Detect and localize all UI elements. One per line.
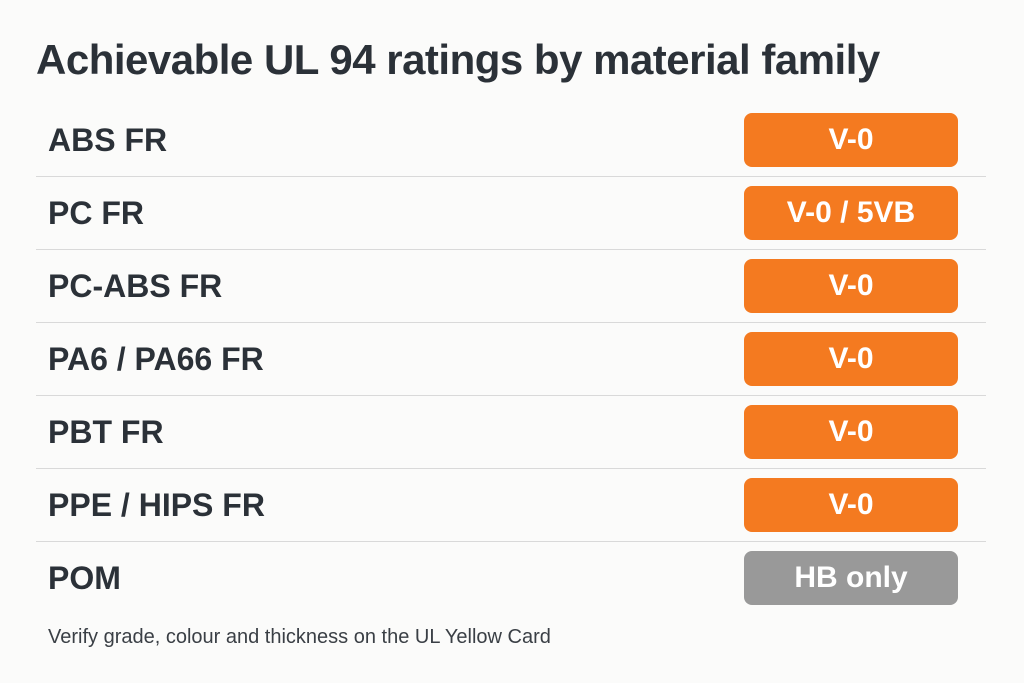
- title: Achievable UL 94 ratings by material fam…: [36, 36, 880, 83]
- rating-badge: V-0: [744, 332, 958, 386]
- rating-row: ABS FR V-0: [36, 104, 986, 177]
- rating-badge: HB only: [744, 551, 958, 605]
- footnote: Verify grade, colour and thickness on th…: [48, 626, 551, 648]
- rating-badge: V-0: [744, 478, 958, 532]
- rating-row: PC-ABS FR V-0: [36, 250, 986, 323]
- rating-row: PC FR V-0 / 5VB: [36, 177, 986, 250]
- rating-row: POM HB only: [36, 542, 986, 614]
- material-name: ABS FR: [48, 121, 168, 158]
- rating-row: PA6 / PA66 FR V-0: [36, 323, 986, 396]
- rating-badge: V-0: [744, 113, 958, 167]
- rating-badge: V-0: [744, 405, 958, 459]
- material-name: PC-ABS FR: [48, 267, 223, 304]
- rating-list: ABS FR V-0 PC FR V-0 / 5VB PC-ABS FR V-0 PA6 /…: [36, 104, 986, 614]
- rating-row: PBT FR V-0: [36, 396, 986, 469]
- material-name: POM: [48, 559, 121, 596]
- material-name: PBT FR: [48, 413, 164, 450]
- rating-badge: V-0: [744, 259, 958, 313]
- rating-row: PPE / HIPS FR V-0: [36, 469, 986, 542]
- material-name: PPE / HIPS FR: [48, 486, 265, 523]
- material-name: PA6 / PA66 FR: [48, 340, 264, 377]
- material-name: PC FR: [48, 194, 144, 231]
- rating-badge: V-0 / 5VB: [744, 186, 958, 240]
